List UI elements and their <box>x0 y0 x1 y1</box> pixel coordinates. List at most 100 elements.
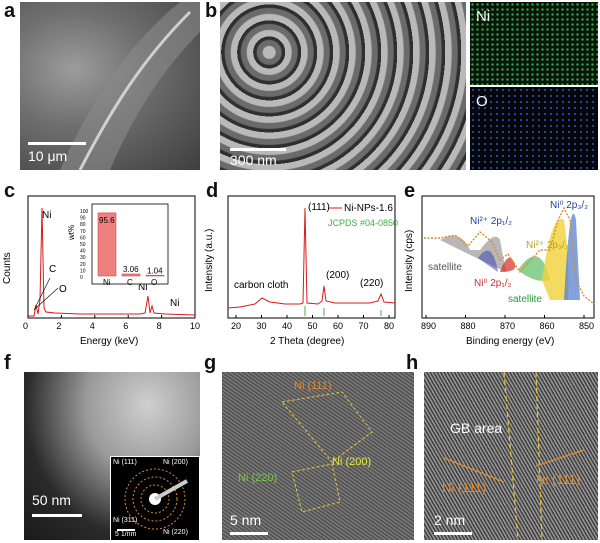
inset-y-label: wt% <box>67 225 76 241</box>
x-axis-tick-label: 850 <box>579 321 594 331</box>
x-axis-tick-label: 880 <box>461 321 476 331</box>
eds-chart: Counts Energy (keV) 0 2 4 6 8 10 Ni C O Ni Ni… <box>2 195 200 347</box>
hrtem-image-h: GB area Ni (111) Ni (111) 2 nm <box>424 372 598 540</box>
o-map: O <box>470 87 598 170</box>
panel-letter-g: g <box>204 352 217 374</box>
scale-label: 50 nm <box>32 492 71 508</box>
scale-label: 2 nm <box>434 512 466 528</box>
ni0-2p12-label: Ni⁰ 2p₁/₂ <box>474 278 512 289</box>
inset-category-label: C <box>127 278 133 287</box>
panel-letter-h: h <box>406 352 419 374</box>
x-axis-tick-label: 0 <box>23 321 28 331</box>
panel-letter-b: b <box>205 0 218 22</box>
ring-label-111: Ni (111) <box>113 459 137 466</box>
map-label-o: O <box>476 93 488 110</box>
inset-y-tick-label: 40 <box>80 249 86 255</box>
peak-label-ni: Ni <box>42 210 51 221</box>
y-axis-label: Intensity (a.u.) <box>204 229 215 292</box>
inset-y-tick-label: 90 <box>80 216 86 222</box>
ni-map: Ni <box>470 2 598 85</box>
x-axis-tick-label: 80 <box>384 321 394 331</box>
scale-bar <box>434 532 472 535</box>
panel-letter-a: a <box>4 0 16 22</box>
x-axis-label: Binding energy (eV) <box>466 336 554 347</box>
scale-label: 300 nm <box>230 152 277 168</box>
x-axis-tick-label: 8 <box>157 321 162 331</box>
x-axis-tick-label: 4 <box>90 321 95 331</box>
x-axis-tick-label: 60 <box>333 321 343 331</box>
inset-bar-value: 3.06 <box>123 265 139 274</box>
ni0-2p32-label: Ni⁰ 2p₃/₂ <box>550 200 588 211</box>
inset-y-tick-label: 20 <box>80 262 86 268</box>
sem-image-a: 10 μm <box>20 2 200 170</box>
panel-letter-c: c <box>4 180 16 202</box>
y-axis-label: Counts <box>2 252 13 284</box>
xrd-chart: Intensity (a.u.) 2 Theta (degree) 20 30 40… <box>204 195 398 347</box>
inset-category-label: O <box>151 278 157 287</box>
inset-y-tick-label: 80 <box>80 222 86 228</box>
tem-image-f: 50 nm Ni (111) Ni (200) Ni (311) Ni (220… <box>24 372 200 540</box>
gb-area-label: GB area <box>450 420 503 436</box>
x-axis-tick-label: 50 <box>308 321 318 331</box>
scale-bar <box>28 142 86 145</box>
x-axis-tick-label: 30 <box>257 321 267 331</box>
x-axis-tick-label: 40 <box>282 321 292 331</box>
inset-bar <box>145 275 165 277</box>
inset-y-tick-label: 50 <box>80 242 86 248</box>
x-axis-tick-label: 20 <box>231 321 241 331</box>
inset-y-tick-label: 30 <box>80 255 86 261</box>
xps-chart: Intensity (cps) Binding energy (eV) 890 8… <box>404 195 595 347</box>
satellite-label-2: satellite <box>508 294 542 305</box>
peak-label-c: C <box>49 264 56 275</box>
peak-label-ni-3: Ni <box>170 298 179 309</box>
peak-220: (220) <box>360 278 383 289</box>
x-axis-tick-label: 890 <box>421 321 436 331</box>
peak-label-o: O <box>59 284 67 295</box>
inset-bar-value: 1.04 <box>147 266 163 275</box>
ring-label-200: Ni (200) <box>163 459 188 466</box>
x-axis-tick-label: 70 <box>359 321 369 331</box>
scale-bar <box>230 148 286 151</box>
ring-label-220: Ni (220) <box>163 529 188 536</box>
scale-bar <box>230 532 268 535</box>
scale-bar <box>32 514 82 517</box>
ring-label-311: Ni (311) <box>113 517 138 524</box>
ni2-2p12-label: Ni²⁺ 2p₁/₂ <box>470 216 512 227</box>
x-axis-tick-label: 6 <box>123 321 128 331</box>
peak-111: (111) <box>308 202 330 213</box>
scale-label: 10 μm <box>28 148 68 164</box>
y-axis-label: Intensity (cps) <box>404 230 415 292</box>
inset-y-tick-label: 60 <box>80 235 86 241</box>
jcpds-label: JCPDS #04-0850 <box>328 218 398 228</box>
carbon-cloth-label: carbon cloth <box>234 280 288 291</box>
inset-category-label: Ni <box>103 278 111 287</box>
inset-y-tick-label: 0 <box>80 275 83 281</box>
x-axis-label: 2 Theta (degree) <box>270 336 344 347</box>
peak-200: (200) <box>326 270 349 281</box>
inset-y-tick-label: 10 <box>80 268 86 274</box>
inset-y-tick-label: 100 <box>80 209 89 215</box>
plane-label-111-right: Ni (111) <box>536 472 581 487</box>
map-label-ni: Ni <box>476 8 491 25</box>
plane-label-111: Ni (111) <box>294 380 332 392</box>
scale-label: 5 nm <box>230 512 262 528</box>
inset-bar <box>97 212 117 277</box>
saed-scale-label: 5 1/nm <box>115 531 137 538</box>
satellite-label-1: satellite <box>428 262 462 273</box>
inset-bar <box>121 273 141 277</box>
x-axis-tick-label: 870 <box>500 321 515 331</box>
panel-letter-d: d <box>206 180 219 202</box>
legend-label: Ni-NPs-1.6 <box>344 203 393 214</box>
inset-bar-value: 95.6 <box>99 216 115 225</box>
x-axis-tick-label: 2 <box>56 321 61 331</box>
x-axis-tick-label: 860 <box>540 321 555 331</box>
saed-inset: Ni (111) Ni (200) Ni (311) Ni (220) 5 1/… <box>110 456 200 540</box>
plane-label-111-left: Ni (111) <box>442 480 487 495</box>
ni2-2p32-label: Ni²⁺ 2p₃/₂ <box>526 240 569 251</box>
sem-image-b: 300 nm <box>220 2 466 170</box>
inset-y-tick-label: 70 <box>80 229 86 235</box>
x-axis-tick-label: 10 <box>190 321 200 331</box>
plane-label-220: Ni (220) <box>238 472 278 484</box>
plane-label-200: Ni (200) <box>332 456 372 468</box>
panel-letter-f: f <box>4 352 11 374</box>
